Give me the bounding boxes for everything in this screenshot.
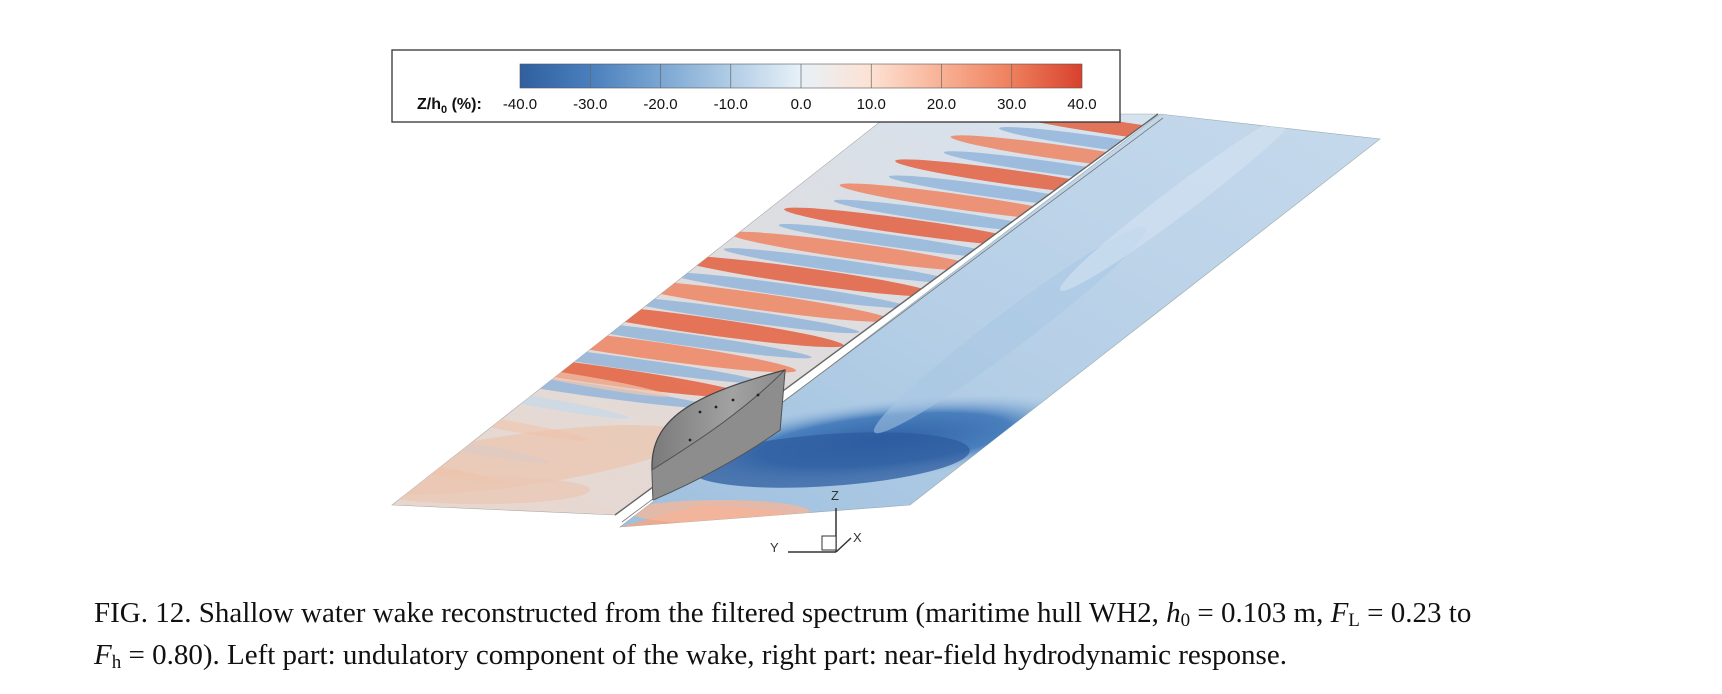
wave-crest: [617, 279, 892, 322]
wave-trough: [723, 248, 956, 283]
wave-trough: [558, 320, 812, 359]
wave-trough: [613, 296, 860, 334]
symbol-h0: h: [1166, 597, 1181, 629]
right-surface: [619, 113, 1381, 528]
axis-x-label: X: [853, 530, 862, 545]
wave-crest: [673, 255, 939, 297]
wave-crest: [839, 183, 1082, 221]
colorbar-tick-label: -10.0: [714, 96, 748, 113]
axis-y-label: Y: [770, 540, 779, 555]
caption-text-1: Shallow water wake reconstructed from th…: [191, 597, 1167, 629]
symbol-fl: F: [1330, 597, 1349, 629]
colorbar-tick-label: -40.0: [503, 96, 537, 113]
figure-caption: FIG. 12. Shallow water wake reconstructe…: [94, 592, 1686, 676]
wave-trough: [668, 272, 908, 309]
symbol-fh-sub: h: [111, 652, 122, 673]
wave-crest: [728, 231, 987, 272]
colorbar-ticks: -40.0 -30.0 -20.0 -10.0 0.0 10.0 20.0 30.0 40.0: [503, 64, 1097, 113]
caption-h0-value: = 0.103 m,: [1190, 597, 1331, 629]
symbol-fh: F: [94, 639, 112, 671]
wave-trough: [833, 199, 1052, 233]
colorbar-tick-label: 20.0: [927, 96, 956, 113]
symbol-h0-sub: 0: [1180, 610, 1191, 631]
colorbar-tick-label: 10.0: [857, 96, 886, 113]
colorbar-tick-label: 40.0: [1067, 96, 1096, 113]
colorbar-tick-label: -30.0: [573, 96, 607, 113]
caption-text-2: = 0.80). Left part: undulatory component…: [121, 639, 1287, 671]
caption-fl-value: = 0.23 to: [1359, 597, 1472, 629]
caption-figure-label: FIG. 12.: [94, 597, 192, 629]
colorbar-legend: Z/h0 (%): -40.0 -30.0 -20.0 -10.0 0.0 10.0 20.…: [391, 49, 1121, 123]
hull-wh2: [651, 368, 786, 501]
colorbar-title: Z/h0 (%):: [417, 96, 482, 116]
caption-line-1: FIG. 12. Shallow water wake reconstructe…: [94, 592, 1686, 634]
axis-z-label: Z: [831, 488, 839, 503]
colorbar-tick-label: 0.0: [791, 96, 812, 113]
axes-triad: Z Y X: [770, 488, 862, 555]
caption-line-2: Fh = 0.80). Left part: undulatory compon…: [94, 634, 1686, 676]
colorbar-tick-label: -20.0: [643, 96, 677, 113]
figure-12: Z Y X Z/h0 (%): -40.0 -30.0 -20.0 -10.0 0.0 1…: [391, 49, 1381, 555]
wave-trough: [778, 223, 1004, 258]
symbol-fl-sub: L: [1348, 610, 1360, 631]
wave-crest: [784, 207, 1034, 246]
colorbar-tick-label: 30.0: [997, 96, 1026, 113]
